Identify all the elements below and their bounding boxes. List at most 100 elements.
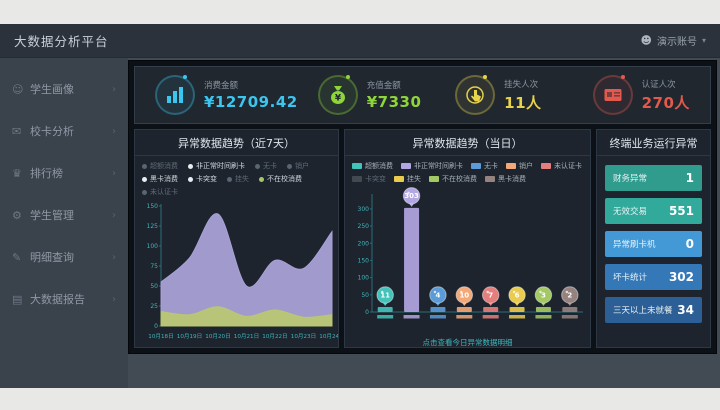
category-swatch [535, 315, 552, 319]
legend-item-today-2[interactable]: 无卡 [471, 161, 498, 171]
kpi-icon-ring [155, 75, 195, 115]
legend-label: 卡突变 [196, 175, 217, 183]
card-analysis-icon: ✉ [12, 124, 22, 138]
ranking-icon: ♛ [12, 166, 22, 180]
legend-item-today-0[interactable]: 超额消费 [352, 161, 393, 171]
legend-dot [227, 176, 232, 182]
balloon [455, 286, 474, 304]
area-series-0 [160, 213, 333, 327]
balloon-value: 6 [515, 291, 520, 299]
legend-today: 超额消费 非正常时间刷卡 无卡 销户 未认证卡卡突变 挂失 不在校消费 黑卡消费 [345, 156, 590, 184]
legend-item-1[interactable]: 非正常时间刷卡 [188, 161, 245, 171]
sidebar-item-student-manage[interactable]: ⚙ 学生管理 › [0, 194, 128, 236]
today-detail-link[interactable]: 点击查看今日异常数据明细 [422, 338, 513, 347]
legend-item-today-8[interactable]: 黑卡消费 [485, 174, 526, 184]
chevron-right-icon: › [112, 125, 116, 137]
legend-label: 卡突变 [365, 175, 386, 183]
sidebar-item-detail-query[interactable]: ✎ 明细查询 › [0, 236, 128, 278]
kpi-label: 认证人次 [641, 79, 676, 90]
sidebar-item-ranking[interactable]: ♛ 排行榜 › [0, 152, 128, 194]
balloon [402, 187, 421, 205]
legend-label: 非正常时间刷卡 [414, 162, 463, 170]
legend-item-5[interactable]: 卡突变 [188, 174, 217, 184]
kpi-label: 充值金额 [366, 81, 401, 91]
student-portrait-icon: ☺ [12, 82, 24, 96]
y-tick-label: 0 [365, 309, 369, 316]
x-tick-label: 10月23日 [291, 333, 316, 340]
sidebar-item-label: 学生管理 [30, 209, 74, 222]
legend-item-today-1[interactable]: 非正常时间刷卡 [401, 161, 463, 171]
legend-label: 销户 [295, 162, 309, 170]
terminal-row-label: 坏卡统计 [613, 273, 648, 283]
bar [404, 207, 420, 312]
x-tick-label: 10月18日 [148, 333, 173, 340]
user-menu[interactable]: ☻ 演示账号 ▾ [641, 33, 706, 48]
legend-item-7[interactable]: 不在校消费 [259, 174, 302, 184]
legend-item-6[interactable]: 挂失 [227, 174, 249, 184]
legend-item-0[interactable]: 超额消费 [142, 161, 178, 171]
terminal-row-value: 302 [668, 270, 694, 284]
sidebar-item-label: 校卡分析 [30, 125, 74, 138]
legend-label: 超额消费 [365, 162, 393, 170]
panel-title-7days: 异常数据趋势（近7天） [135, 130, 338, 156]
y-tick-label: 200 [358, 240, 370, 247]
balloon-highlight [460, 290, 463, 294]
terminal-row-4: 三天以上未就餐 34 [605, 297, 702, 323]
y-tick-label: 300 [358, 206, 370, 213]
terminal-row-3: 坏卡统计 302 [605, 264, 702, 290]
y-tick-label: 100 [147, 243, 159, 250]
balloon-highlight [539, 290, 542, 294]
kpi-recharge-amount: ¥ 充值金额 ¥7330 [298, 75, 435, 115]
legend-swatch [429, 176, 439, 182]
bar-group-3: 10 [455, 286, 474, 319]
legend-item-today-6[interactable]: 挂失 [394, 174, 421, 184]
legend-item-4[interactable]: 黑卡消费 [142, 174, 178, 184]
terminal-row-value: 1 [685, 171, 694, 185]
panel-title-today: 异常数据趋势（当日） [345, 130, 590, 156]
legend-item-8[interactable]: 未认证卡 [142, 187, 178, 197]
balloon [429, 286, 447, 304]
user-name: 演示账号 [656, 37, 697, 48]
sidebar-item-card-analysis[interactable]: ✉ 校卡分析 › [0, 110, 128, 152]
legend-item-2[interactable]: 无卡 [255, 161, 277, 171]
legend-label: 黑卡消费 [150, 175, 178, 183]
terminal-row-label: 财务异常 [613, 174, 648, 184]
app-window: 大数据分析平台 ☻ 演示账号 ▾ ☺ 学生画像 › ✉ 校卡分析 › ♛ 排行榜 › ⚙ 学生管理 ›… [0, 24, 720, 388]
terminal-row-label: 无效交易 [613, 207, 648, 217]
ring-orb-dot [620, 75, 625, 79]
legend-item-today-4[interactable]: 未认证卡 [541, 161, 582, 171]
legend-item-today-5[interactable]: 卡突变 [352, 174, 386, 184]
bar [456, 307, 472, 312]
kpi-value: 270人 [641, 93, 690, 112]
chevron-right-icon: › [112, 83, 116, 95]
y-tick-label: 125 [147, 223, 159, 230]
legend-item-today-3[interactable]: 销户 [506, 161, 533, 171]
top-header: 大数据分析平台 ☻ 演示账号 ▾ [0, 24, 720, 58]
legend-item-3[interactable]: 销户 [287, 161, 309, 171]
terminal-row-value: 551 [668, 204, 694, 218]
kpi-icon-ring [455, 75, 496, 115]
sidebar-item-label: 大数据报告 [30, 293, 85, 306]
kpi-loss-count: 挂失人次 11人 [435, 75, 572, 115]
legend-item-today-7[interactable]: 不在校消费 [429, 174, 477, 184]
main-content: 消费金额 ¥12709.42 ¥ 充值金额 ¥7330 挂失人次 11人 认证人次 270人 异… [128, 58, 720, 388]
category-swatch [429, 315, 446, 319]
legend-label: 挂失 [235, 175, 249, 183]
x-tick-label: 10月21日 [234, 333, 259, 340]
terminal-row-value: 34 [677, 303, 694, 317]
sidebar-item-bigdata-report[interactable]: ▤ 大数据报告 › [0, 278, 128, 320]
bar [483, 307, 499, 312]
legend-label: 不在校消费 [267, 175, 302, 183]
category-swatch [482, 315, 499, 319]
bar [509, 307, 525, 312]
legend-dot [142, 163, 147, 169]
chevron-down-icon: ▾ [701, 36, 706, 45]
y-tick-label: 50 [150, 283, 158, 290]
area-chart-7days: 0 25 50 75 100 125 150 10月18日 10月19日 10月20日 10月21日… [147, 203, 338, 340]
legend-label: 非正常时间刷卡 [196, 162, 245, 170]
category-swatch [561, 315, 578, 319]
sidebar-item-student-portrait[interactable]: ☺ 学生画像 › [0, 68, 128, 110]
legend-label: 黑卡消费 [498, 175, 526, 183]
legend-label: 未认证卡 [150, 188, 178, 196]
chevron-right-icon: › [112, 167, 116, 179]
